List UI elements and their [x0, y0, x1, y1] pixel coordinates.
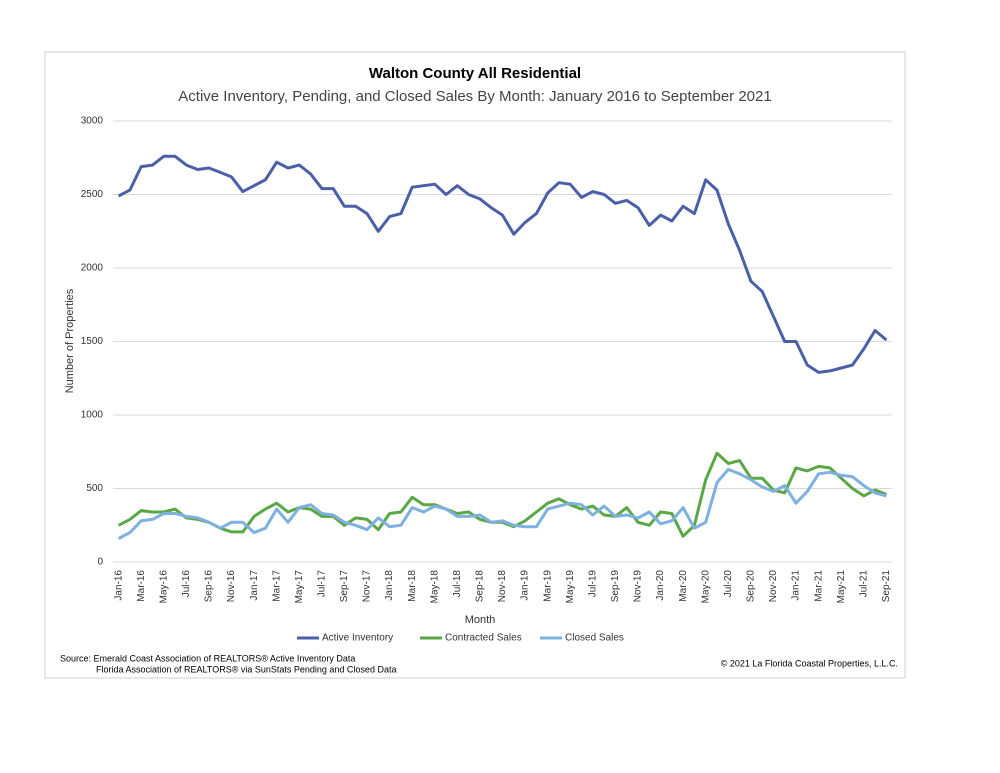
- source-line: Source: Emerald Coast Association of REA…: [60, 653, 355, 663]
- y-tick-label: 1000: [81, 410, 104, 421]
- x-tick-label: May-21: [836, 570, 847, 604]
- x-tick-label: Mar-17: [271, 570, 282, 602]
- x-tick-label: Jan-16: [113, 570, 124, 601]
- series-line: [117, 154, 888, 374]
- x-tick-label: Nov-18: [497, 570, 508, 603]
- x-tick-label: Jan-18: [384, 570, 395, 601]
- x-tick-label: Nov-19: [633, 570, 644, 603]
- y-tick-label: 2500: [81, 189, 104, 200]
- x-tick-label: May-16: [158, 570, 169, 604]
- x-tick-label: Sep-19: [610, 570, 621, 603]
- x-tick-label: Sep-17: [339, 570, 350, 603]
- chart-title: Walton County All Residential: [369, 65, 581, 82]
- x-tick-label: Sep-20: [746, 570, 757, 603]
- source-line: Florida Association of REALTORS® via Sun…: [96, 664, 396, 674]
- x-tick-label: Mar-20: [678, 570, 689, 602]
- x-tick-label: May-20: [700, 570, 711, 604]
- x-tick-label: Jan-21: [791, 570, 802, 601]
- x-tick-label: Sep-16: [204, 570, 215, 603]
- x-axis-label: Month: [465, 614, 496, 626]
- x-tick-label: Sep-18: [475, 570, 486, 603]
- x-tick-label: Jul-21: [858, 570, 869, 598]
- x-tick-label: Jan-19: [520, 570, 531, 601]
- legend-label: Contracted Sales: [445, 633, 522, 644]
- chart-frame: [44, 51, 906, 679]
- x-tick-label: Jul-16: [181, 570, 192, 598]
- x-tick-label: Mar-21: [813, 570, 824, 602]
- y-tick-label: 2000: [81, 263, 104, 274]
- legend-label: Active Inventory: [322, 633, 393, 644]
- x-tick-label: Jul-18: [452, 570, 463, 598]
- x-tick-label: Jul-17: [317, 570, 328, 598]
- x-tick-label: Jan-20: [655, 570, 666, 601]
- x-tick-label: Mar-16: [136, 570, 147, 602]
- y-axis-label: Number of Properties: [64, 288, 76, 393]
- x-tick-label: Nov-16: [226, 570, 237, 603]
- y-tick-label: 1500: [81, 336, 104, 347]
- y-tick-label: 500: [86, 483, 103, 494]
- copyright: © 2021 La Florida Coastal Properties, L.…: [721, 658, 898, 668]
- x-tick-label: Jan-17: [249, 570, 260, 601]
- x-tick-label: Nov-17: [362, 570, 373, 603]
- x-tick-label: Mar-19: [542, 570, 553, 602]
- x-tick-label: Mar-18: [407, 570, 418, 602]
- x-tick-label: Sep-21: [881, 570, 892, 603]
- x-tick-label: Nov-20: [768, 570, 779, 603]
- x-tick-label: May-19: [565, 570, 576, 604]
- x-tick-label: May-17: [294, 570, 305, 604]
- series-line: [117, 467, 887, 540]
- y-tick-label: 0: [97, 557, 103, 568]
- y-tick-label: 3000: [81, 116, 104, 127]
- chart-subtitle: Active Inventory, Pending, and Closed Sa…: [178, 88, 771, 105]
- legend-label: Closed Sales: [565, 633, 624, 644]
- x-tick-label: Jul-20: [723, 570, 734, 598]
- x-tick-label: May-18: [429, 570, 440, 604]
- x-tick-label: Jul-19: [587, 570, 598, 598]
